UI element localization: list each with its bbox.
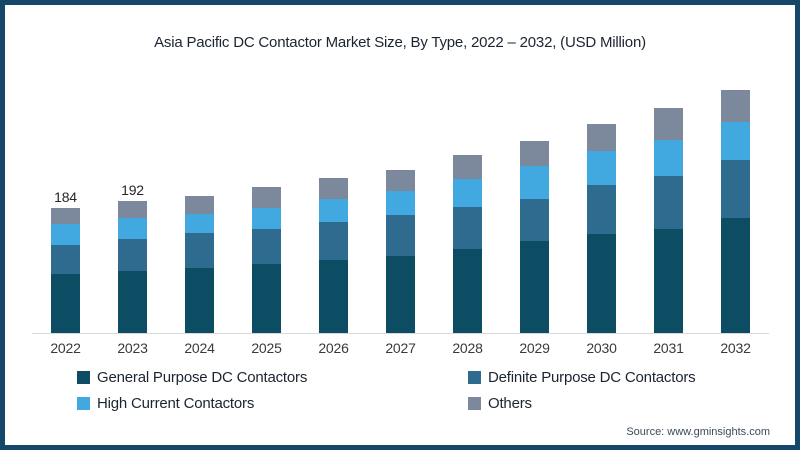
bar-segment (520, 166, 549, 199)
value-label-2023: 192 (121, 182, 144, 198)
legend-item-3: Others (468, 395, 795, 412)
bar-2029 (520, 141, 549, 333)
bar-segment (118, 271, 147, 333)
bar-group-2025 (233, 85, 300, 333)
x-axis-labels: 2022 2023 2024 2025 2026 2027 2028 2029 2030 2031… (32, 340, 769, 356)
x-tick-2030: 2030 (586, 340, 617, 356)
legend-item-1: Definite Purpose DC Contactors (468, 369, 795, 386)
plot-area: 184 192 2022 2023 2024 2025 2026 2027 2028 2029 2… (32, 85, 769, 356)
bar-segment (587, 124, 616, 151)
legend-label: Others (488, 395, 532, 412)
bar-segment (721, 122, 750, 160)
x-tick-2029: 2029 (519, 340, 550, 356)
bar-segment (654, 108, 683, 140)
legend: General Purpose DC Contactors Definite Pu… (77, 369, 795, 412)
bar-segment (185, 196, 214, 214)
bar-segment (51, 224, 80, 245)
legend-swatch-icon (77, 371, 90, 384)
bar-segment (721, 160, 750, 218)
legend-label: Definite Purpose DC Contactors (488, 369, 696, 386)
bar-segment (319, 199, 348, 222)
bar-group-2028 (434, 85, 501, 333)
x-tick-2028: 2028 (452, 340, 483, 356)
bar-segment (386, 191, 415, 215)
bar-segment (654, 140, 683, 176)
x-tick-2023: 2023 (117, 340, 148, 356)
bar-segment (185, 268, 214, 333)
bar-segment (386, 170, 415, 191)
bar-segment (185, 233, 214, 268)
bar-segment (319, 178, 348, 199)
bar-segment (118, 218, 147, 239)
bar-segment (118, 201, 147, 218)
bar-segment (319, 260, 348, 333)
bar-segment (453, 179, 482, 207)
bar-segment (252, 229, 281, 264)
bar-2028 (453, 155, 482, 333)
bar-segment (252, 187, 281, 208)
bar-group-2027 (367, 85, 434, 333)
x-tick-2024: 2024 (184, 340, 215, 356)
bar-segment (386, 256, 415, 333)
legend-swatch-icon (77, 397, 90, 410)
bar-segment (587, 234, 616, 333)
source-text: Source: www.gminsights.com (626, 426, 770, 438)
bar-2030 (587, 124, 616, 333)
bar-group-2032 (702, 85, 769, 333)
value-label-2022: 184 (54, 189, 77, 205)
legend-label: General Purpose DC Contactors (97, 369, 308, 386)
bar-segment (721, 218, 750, 333)
bar-segment (587, 151, 616, 185)
bar-2026 (319, 178, 348, 333)
bar-segment (721, 90, 750, 122)
legend-swatch-icon (468, 397, 481, 410)
legend-label: High Current Contactors (97, 395, 255, 412)
bar-segment (386, 215, 415, 256)
bar-group-2029 (501, 85, 568, 333)
bar-segment (252, 208, 281, 229)
bar-2032 (721, 90, 750, 333)
bar-segment (51, 245, 80, 274)
legend-swatch-icon (468, 371, 481, 384)
bar-2022 (51, 208, 80, 333)
bar-segment (587, 185, 616, 234)
bar-2031 (654, 108, 683, 333)
bar-segment (453, 249, 482, 333)
bar-2023 (118, 201, 147, 333)
bar-2025 (252, 187, 281, 333)
x-tick-2027: 2027 (385, 340, 416, 356)
legend-item-0: General Purpose DC Contactors (77, 369, 468, 386)
bar-group-2031 (635, 85, 702, 333)
bar-segment (520, 241, 549, 333)
x-tick-2031: 2031 (653, 340, 684, 356)
x-tick-2022: 2022 (50, 340, 81, 356)
bar-segment (453, 155, 482, 179)
bar-group-2023: 192 (99, 85, 166, 333)
bar-2024 (185, 196, 214, 333)
bar-segment (520, 199, 549, 241)
bar-segment (319, 222, 348, 260)
bar-segment (252, 264, 281, 333)
bar-2027 (386, 170, 415, 333)
bar-segment (118, 239, 147, 271)
bar-group-2022: 184 (32, 85, 99, 333)
bar-group-2030 (568, 85, 635, 333)
bars: 184 192 (32, 85, 769, 334)
bar-segment (51, 208, 80, 224)
chart-title: Asia Pacific DC Contactor Market Size, B… (154, 34, 646, 51)
bar-segment (654, 229, 683, 333)
bar-group-2026 (300, 85, 367, 333)
bar-group-2024 (166, 85, 233, 333)
x-tick-2032: 2032 (720, 340, 751, 356)
bar-segment (453, 207, 482, 249)
bar-segment (185, 214, 214, 233)
bar-segment (654, 176, 683, 229)
x-tick-2025: 2025 (251, 340, 282, 356)
bar-segment (51, 274, 80, 333)
x-tick-2026: 2026 (318, 340, 349, 356)
legend-item-2: High Current Contactors (77, 395, 468, 412)
bar-segment (520, 141, 549, 166)
